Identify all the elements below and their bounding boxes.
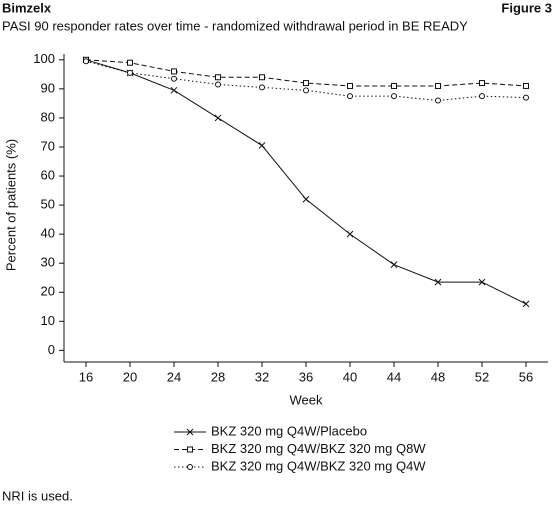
legend-marker: [187, 446, 193, 453]
x-tick-label: 48: [431, 369, 445, 384]
x-tick-label: 52: [475, 369, 489, 384]
marker: [523, 82, 529, 89]
marker: [479, 80, 485, 87]
x-tick-label: 56: [519, 369, 533, 384]
series-line: [85, 59, 527, 87]
series-line: [85, 59, 527, 305]
figure-number: Figure 3: [501, 0, 552, 15]
x-tick-label: 16: [79, 369, 93, 384]
marker: [127, 69, 133, 76]
marker: [434, 278, 442, 286]
x-tick-label: 24: [167, 369, 181, 384]
legend-label: BKZ 320 mg Q4W/BKZ 320 mg Q4W: [211, 458, 426, 473]
marker: [303, 87, 309, 94]
y-tick-label: 90: [41, 80, 55, 95]
marker: [390, 261, 398, 269]
marker: [391, 82, 397, 89]
marker: [435, 97, 441, 104]
y-tick-label: 80: [41, 109, 55, 124]
y-tick-label: 100: [33, 51, 55, 66]
marker: [83, 58, 89, 65]
legend-marker: [186, 428, 194, 436]
y-tick-label: 30: [41, 255, 55, 270]
x-axis-label: Week: [290, 392, 323, 407]
y-axis-label: Percent of patients (%): [3, 139, 18, 271]
y-tick-label: 0: [48, 342, 55, 357]
marker: [523, 94, 529, 101]
marker: [347, 93, 353, 100]
marker: [214, 114, 222, 122]
footnote: NRI is used.: [2, 488, 73, 503]
marker: [127, 59, 133, 66]
y-tick-label: 60: [41, 167, 55, 182]
marker: [302, 195, 310, 203]
marker: [171, 75, 177, 82]
marker: [170, 86, 178, 94]
x-tick-label: 28: [211, 369, 225, 384]
marker: [479, 93, 485, 100]
x-tick-label: 36: [299, 369, 313, 384]
y-tick-label: 50: [41, 197, 55, 212]
legend-marker: [187, 464, 193, 470]
chart-title: PASI 90 responder rates over time - rand…: [2, 18, 468, 33]
marker: [391, 93, 397, 100]
x-tick-label: 44: [387, 369, 401, 384]
marker: [258, 142, 266, 149]
y-tick-label: 40: [41, 226, 55, 241]
marker: [215, 81, 221, 88]
brand-title: Bimzelx: [2, 0, 52, 15]
marker: [303, 80, 309, 87]
legend-label: BKZ 320 mg Q4W/BKZ 320 mg Q8W: [211, 441, 426, 456]
marker: [347, 82, 353, 89]
x-tick-label: 20: [123, 369, 137, 384]
marker: [522, 300, 530, 308]
marker: [259, 84, 265, 91]
y-tick-label: 20: [41, 284, 55, 299]
legend-label: BKZ 320 mg Q4W/Placebo: [211, 423, 367, 438]
marker: [259, 74, 265, 81]
x-tick-label: 40: [343, 369, 357, 384]
marker: [478, 278, 486, 286]
marker: [215, 74, 221, 81]
marker: [346, 230, 354, 238]
y-tick-label: 10: [41, 313, 55, 328]
y-tick-label: 70: [41, 138, 55, 153]
marker: [435, 82, 441, 89]
x-tick-label: 32: [255, 369, 269, 384]
marker: [171, 68, 177, 75]
